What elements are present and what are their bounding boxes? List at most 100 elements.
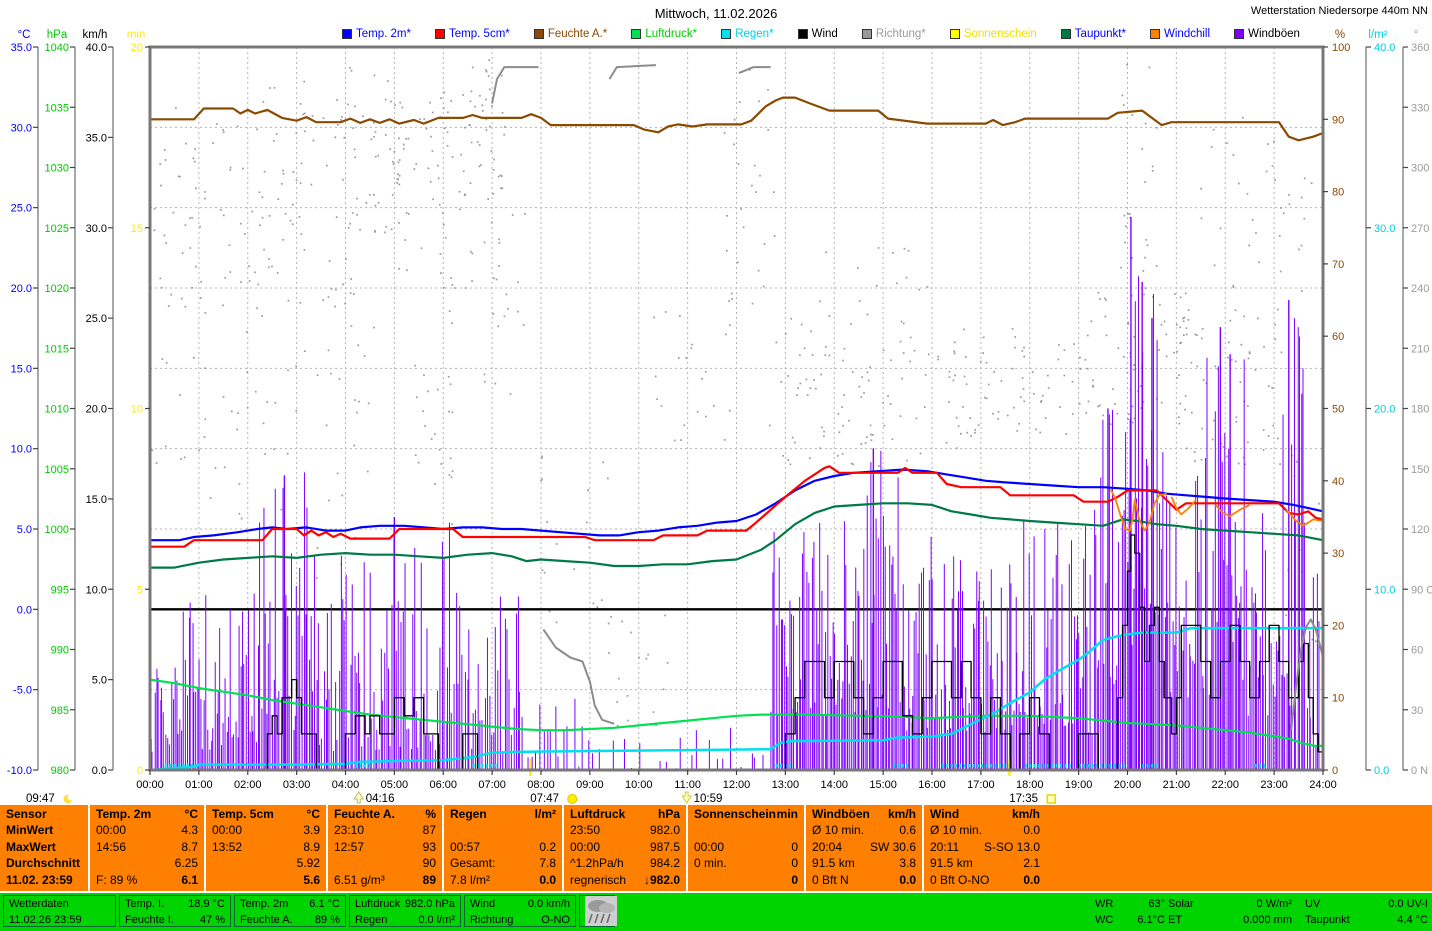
status-value: 6.1°C — [1137, 912, 1165, 928]
svg-text:03:00: 03:00 — [283, 779, 311, 791]
svg-text:04:00: 04:00 — [332, 779, 360, 791]
legend-label: Feuchte A.* — [548, 28, 607, 40]
svg-text:15: 15 — [131, 223, 143, 235]
svg-text:20:00: 20:00 — [1114, 779, 1142, 791]
svg-text:12:00: 12:00 — [723, 779, 751, 791]
statusbar-cell-0: Temp. I.18.9 °CFeuchte I.47 % — [119, 895, 231, 927]
svg-text:25.0: 25.0 — [86, 313, 107, 325]
column-unit: min — [777, 806, 798, 822]
status-label: Luftdruck — [355, 896, 400, 912]
svg-text:15:00: 15:00 — [869, 779, 897, 791]
column-unit: °C — [185, 806, 198, 822]
svg-text:10.0: 10.0 — [11, 444, 32, 456]
column-name: Temp. 2m — [96, 806, 151, 822]
svg-text:1015: 1015 — [45, 343, 69, 355]
svg-text:5: 5 — [137, 584, 143, 596]
cell-value: 0.0 — [1023, 872, 1040, 888]
statusbar-right-block-0: WR63°WC6.1°C — [1095, 896, 1165, 928]
statusbar-cell-2: Luftdruck982.0 hPaRegen0.0 l/m² — [349, 895, 461, 927]
legend-swatch-icon — [1234, 29, 1244, 39]
cell-label: 00:00 — [96, 822, 126, 838]
svg-text:min: min — [127, 29, 146, 41]
svg-text:-10.0: -10.0 — [7, 765, 32, 777]
svg-text:40.0: 40.0 — [1374, 42, 1395, 54]
svg-text:980: 980 — [51, 765, 69, 777]
statusbar-datetime-cell: Wetterdaten11.02.26 23:59 — [3, 895, 116, 927]
cell-value: 0.0 — [1023, 822, 1040, 838]
cell-value: 87 — [423, 822, 436, 838]
svg-text:24:00: 24:00 — [1309, 779, 1337, 791]
svg-text:07:00: 07:00 — [478, 779, 506, 791]
svg-text:300: 300 — [1411, 163, 1429, 175]
statusbar-cell-1: Temp. 2m6.1 °CFeuchte A.89 % — [234, 895, 346, 927]
svg-text:15.0: 15.0 — [86, 494, 107, 506]
cell-label: 13:52 — [212, 839, 242, 855]
cell-value: 2.1 — [1023, 855, 1040, 871]
astro-marker-time: 10:59 — [694, 793, 723, 805]
legend-label: Sonnenschein — [964, 28, 1037, 40]
svg-text:25.0: 25.0 — [11, 203, 32, 215]
cell-value: S-SO 13.0 — [984, 839, 1040, 855]
cell-value: 8.9 — [303, 839, 320, 855]
svg-text:-5.0: -5.0 — [13, 685, 32, 697]
cell-value: 5.92 — [297, 855, 320, 871]
svg-text:km/h: km/h — [83, 29, 108, 41]
svg-text:240: 240 — [1411, 283, 1429, 295]
svg-text:01:00: 01:00 — [185, 779, 213, 791]
svg-text:°: ° — [1414, 29, 1419, 41]
weather-condition-icon — [579, 895, 615, 927]
svg-text:35.0: 35.0 — [11, 42, 32, 54]
svg-text:%: % — [1335, 29, 1345, 41]
status-value: 6.1 °C — [309, 896, 340, 912]
legend-item-sonnenschein: Sonnenschein — [950, 28, 1037, 40]
svg-text:02:00: 02:00 — [234, 779, 262, 791]
astro-marker-time: 17:35 — [1009, 793, 1038, 805]
legend-item-luftdruck-: Luftdruck* — [631, 28, 697, 40]
svg-text:90: 90 — [1332, 114, 1344, 126]
svg-text:20.0: 20.0 — [11, 283, 32, 295]
svg-text:0.0: 0.0 — [17, 604, 32, 616]
cell-label: Ø 10 min. — [812, 822, 864, 838]
cell-value: 0.0 — [899, 872, 916, 888]
svg-text:40.0: 40.0 — [86, 42, 107, 54]
svg-text:30: 30 — [1332, 548, 1344, 560]
cell-label: 12:57 — [334, 839, 364, 855]
legend-item-richtung-: Richtung* — [862, 28, 926, 40]
svg-text:10.0: 10.0 — [86, 584, 107, 596]
status-label: WR — [1095, 896, 1113, 912]
svg-text:30.0: 30.0 — [1374, 223, 1395, 235]
column-name: Sonnenschein — [694, 806, 776, 822]
status-value: 0.0 l/m² — [418, 912, 455, 928]
status-value: 982.0 hPa — [405, 896, 455, 912]
svg-text:995: 995 — [51, 584, 69, 596]
sunrise-sun-icon — [568, 795, 577, 804]
cell-label: 6.51 g/m³ — [334, 872, 385, 888]
astro-marker-time: 09:47 — [26, 793, 55, 805]
svg-text:60: 60 — [1332, 331, 1344, 343]
cell-value: 6.1 — [181, 872, 198, 888]
cell-label: 00:00 — [694, 839, 724, 855]
table-column-windb-en: Windböenkm/hØ 10 min.0.620:04SW 30.691.5… — [806, 805, 922, 891]
column-name: Luftdruck — [570, 806, 625, 822]
cell-label: 0 min. — [694, 855, 727, 871]
status-label: Wind — [470, 896, 495, 912]
cell-value: 6.25 — [175, 855, 198, 871]
status-value: 0.0 km/h — [528, 896, 570, 912]
legend-swatch-icon — [950, 29, 960, 39]
table-column-temp-2m: Temp. 2m°C00:004.314:568.76.25F: 89 %6.1 — [90, 805, 204, 891]
svg-text:11:00: 11:00 — [674, 779, 701, 791]
statusbar-cell-3: Wind0.0 km/hRichtungO-NO — [464, 895, 576, 927]
svg-text:0 N: 0 N — [1411, 765, 1428, 777]
cell-value: 4.3 — [181, 822, 198, 838]
svg-text:16:00: 16:00 — [918, 779, 946, 791]
status-value: 0.0 UV-I — [1388, 896, 1428, 912]
svg-text:360 N: 360 N — [1411, 42, 1432, 54]
svg-text:50: 50 — [1332, 404, 1344, 416]
svg-text:08:00: 08:00 — [527, 779, 555, 791]
cell-value: 987.5 — [650, 839, 680, 855]
legend-label: Windchill — [1164, 28, 1210, 40]
svg-text:30.0: 30.0 — [11, 122, 32, 134]
svg-text:5.0: 5.0 — [17, 524, 32, 536]
cell-label: 0 Bft O-NO — [930, 872, 989, 888]
svg-text:14:00: 14:00 — [820, 779, 848, 791]
